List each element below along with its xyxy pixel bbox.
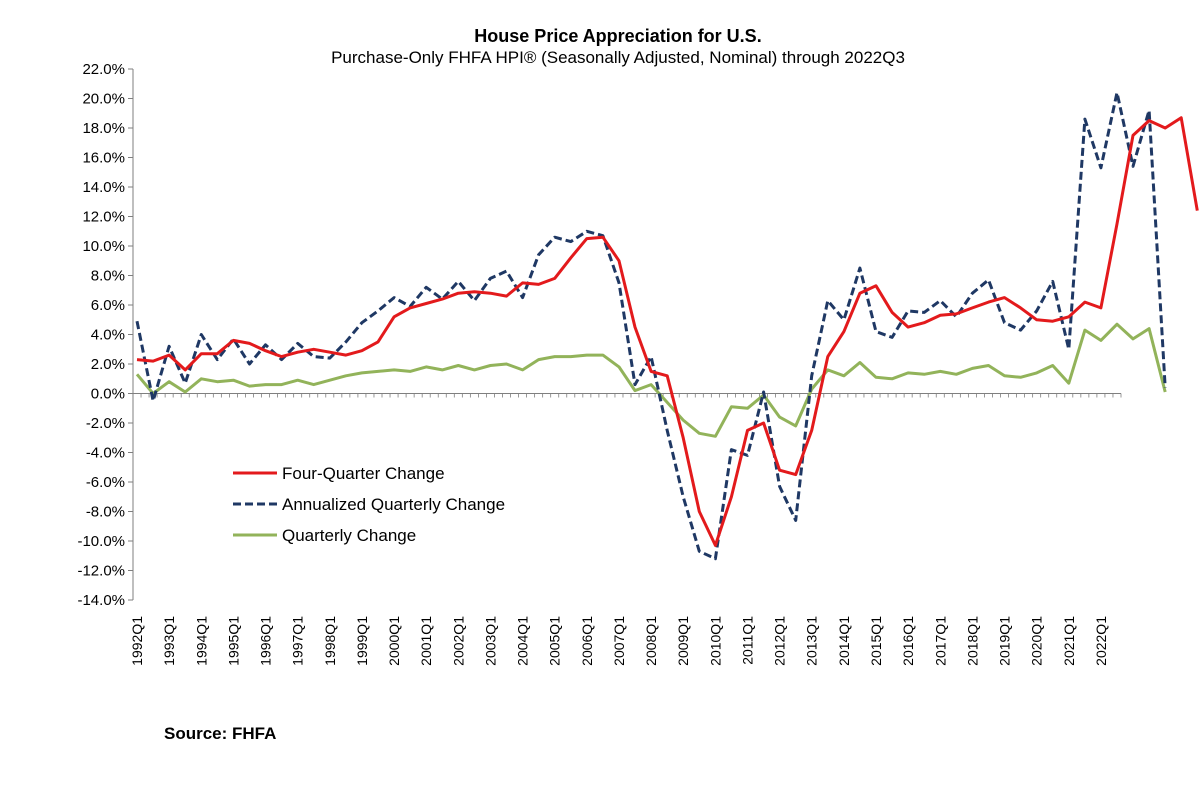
x-tick-label: 1997Q1 bbox=[290, 616, 306, 666]
y-tick-label: -6.0% bbox=[86, 474, 125, 491]
y-tick-label: 2.0% bbox=[91, 356, 125, 373]
x-tick-label: 2009Q1 bbox=[675, 616, 691, 666]
series-line-four-quarter-change bbox=[136, 116, 1199, 547]
x-tick-label: 2004Q1 bbox=[515, 616, 531, 666]
y-tick-label: 8.0% bbox=[91, 268, 125, 285]
y-tick-label: 10.0% bbox=[82, 238, 125, 255]
y-tick-label: 6.0% bbox=[91, 297, 125, 314]
y-tick-label: 16.0% bbox=[82, 150, 125, 167]
series-line-quarterly-change bbox=[135, 322, 1167, 438]
x-tick-label: 2015Q1 bbox=[868, 616, 884, 666]
x-tick-label: 2016Q1 bbox=[900, 616, 916, 666]
x-tick-label: 1995Q1 bbox=[225, 616, 241, 666]
x-tick-label: 2001Q1 bbox=[418, 616, 434, 666]
chart-title: House Price Appreciation for U.S. bbox=[474, 26, 762, 46]
y-tick-label: -14.0% bbox=[77, 592, 125, 609]
x-tick-label: 2018Q1 bbox=[964, 616, 980, 666]
series-line-annualized-quarterly-change bbox=[135, 91, 1167, 561]
x-tick-label: 2014Q1 bbox=[836, 616, 852, 666]
x-tick-label: 2011Q1 bbox=[739, 616, 755, 665]
chart-axes: 22.0% 20.0% 18.0% 16.0% 14.0% 12.0% 10.0% 8.0% 6… bbox=[77, 61, 1122, 666]
y-tick-label: 0.0% bbox=[91, 386, 125, 403]
x-tick-label: 2003Q1 bbox=[482, 616, 498, 666]
y-tick-label: -2.0% bbox=[86, 415, 125, 432]
y-tick-label: 14.0% bbox=[82, 179, 125, 196]
y-tick-label: -10.0% bbox=[77, 533, 125, 550]
x-tick-label: 2017Q1 bbox=[932, 616, 948, 666]
x-tick-label: 2021Q1 bbox=[1061, 616, 1077, 666]
x-tick-label: 2006Q1 bbox=[579, 616, 595, 666]
x-tick-label: 2019Q1 bbox=[997, 616, 1013, 666]
legend-label: Quarterly Change bbox=[282, 526, 416, 545]
x-tick-label: 2008Q1 bbox=[643, 616, 659, 666]
source-note: Source: FHFA bbox=[164, 724, 277, 743]
y-tick-label: 12.0% bbox=[82, 209, 125, 226]
y-tick-label: 4.0% bbox=[91, 327, 125, 344]
x-tick-label: 1994Q1 bbox=[193, 616, 209, 666]
x-tick-label: 1992Q1 bbox=[129, 616, 145, 666]
x-tick-label: 2007Q1 bbox=[611, 616, 627, 666]
x-tick-label: 1996Q1 bbox=[258, 616, 274, 666]
chart-subtitle: Purchase-Only FHFA HPI® (Seasonally Adju… bbox=[331, 48, 905, 67]
y-tick-label: 22.0% bbox=[82, 61, 125, 78]
legend-label: Four-Quarter Change bbox=[282, 464, 445, 483]
y-tick-label: -8.0% bbox=[86, 504, 125, 521]
x-tick-label: 2005Q1 bbox=[547, 616, 563, 666]
x-tick-label: 2013Q1 bbox=[804, 616, 820, 666]
y-tick-label: -12.0% bbox=[77, 563, 125, 580]
x-tick-label: 2002Q1 bbox=[450, 616, 466, 666]
x-tick-label: 1993Q1 bbox=[161, 616, 177, 666]
y-tick-label: -4.0% bbox=[86, 445, 125, 462]
y-tick-label: 20.0% bbox=[82, 91, 125, 108]
x-tick-label: 2000Q1 bbox=[386, 616, 402, 666]
chart-legend: Four-Quarter Change Annualized Quarterly … bbox=[233, 464, 505, 545]
chart-series bbox=[135, 91, 1199, 561]
x-tick-label: 2022Q1 bbox=[1093, 616, 1109, 666]
legend-label: Annualized Quarterly Change bbox=[282, 495, 505, 514]
x-tick-label: 1998Q1 bbox=[322, 616, 338, 666]
x-tick-label: 2010Q1 bbox=[707, 616, 723, 666]
y-tick-label: 18.0% bbox=[82, 120, 125, 137]
x-tick-label: 1999Q1 bbox=[354, 616, 370, 666]
x-tick-label: 2020Q1 bbox=[1029, 616, 1045, 666]
x-tick-label: 2012Q1 bbox=[772, 616, 788, 666]
